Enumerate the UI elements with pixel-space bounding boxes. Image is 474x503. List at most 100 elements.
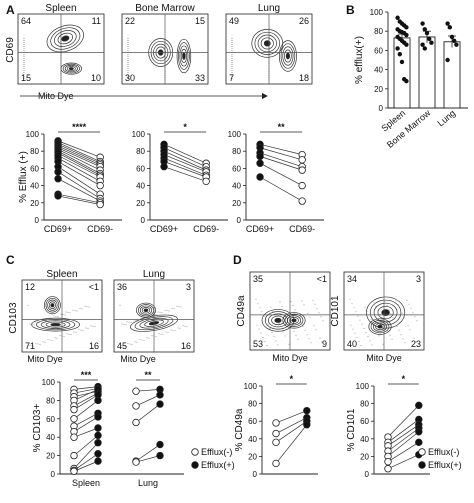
panel-d-0-pair-line xyxy=(275,410,307,424)
flow-a-spleen-event xyxy=(23,54,25,55)
flow-a-spleen-event xyxy=(23,74,25,75)
efflux-a-1-xlabel-b: CD69- xyxy=(193,224,219,234)
flow-d-cd101-event xyxy=(357,315,359,317)
flow-d-cd49a-event xyxy=(304,329,306,331)
flow-d-cd101-event xyxy=(365,332,367,333)
flow-a-bone-marrow-event xyxy=(127,48,129,49)
flow-d-cd101-event xyxy=(390,313,392,315)
efflux-a-0-point-b xyxy=(96,200,104,209)
flow-c-lung-event xyxy=(184,325,186,327)
flow-d-cd49a-event xyxy=(293,330,295,332)
flow-d-cd49a-event xyxy=(288,343,290,345)
flow-a-lung-contour xyxy=(280,43,296,69)
bar-b-point xyxy=(420,21,425,26)
flow-d-cd101-event xyxy=(408,303,410,305)
flow-c-spleen-event xyxy=(94,326,96,328)
flow-a-lung-quadrant-tl: 49 xyxy=(229,16,239,26)
efflux-a-1-point-a xyxy=(160,162,168,171)
cd103-sig: *** xyxy=(81,370,92,380)
cd103-pair-line xyxy=(73,427,99,438)
flow-d-cd101-quadrant-tl: 34 xyxy=(347,274,357,284)
efflux-a-0-pair-line xyxy=(57,145,101,166)
flow-d-cd101-event xyxy=(373,301,375,303)
efflux-a-0-pair-line xyxy=(57,152,101,176)
efflux-a-ylabel: % Efflux (+) xyxy=(18,151,29,203)
flow-d-cd49a-event xyxy=(279,301,281,303)
flow-c-lung-event xyxy=(162,334,164,336)
flow-d-cd101-event xyxy=(369,340,371,342)
panel-d-1-point-b xyxy=(415,428,423,436)
flow-d-cd101-event xyxy=(409,329,411,331)
cd103-ylabel: % CD103+ xyxy=(32,404,43,453)
flow-d-cd49a-event xyxy=(266,345,268,346)
cd103-point-pos xyxy=(94,450,102,458)
efflux-a-0-point-a xyxy=(54,192,62,200)
bar-b-point xyxy=(399,59,405,65)
flow-c-lung-event xyxy=(135,319,137,321)
flow-a-lung-event xyxy=(231,70,233,71)
flow-c-spleen-contour xyxy=(40,320,71,329)
flow-a-spleen-event xyxy=(23,56,25,57)
flow-c-lung-event xyxy=(123,323,125,325)
efflux-a-0-ytick-label: 20 xyxy=(30,199,39,208)
flow-d-cd49a-event xyxy=(275,340,277,342)
panel-d-1-pair-line xyxy=(387,405,420,438)
flow-d-cd49a-contour xyxy=(271,315,285,326)
flow-c-xlabel-left: Mito Dye xyxy=(27,354,63,364)
flow-a-lung-contour xyxy=(278,40,297,72)
flow-c-lung-contour xyxy=(144,319,164,327)
panel-d-legend-pos-marker xyxy=(418,461,426,469)
flow-a-spleen-event xyxy=(23,40,25,41)
panel-d-legend-pos: Efflux(+) xyxy=(428,460,462,470)
bar-b-bar xyxy=(418,36,436,109)
flow-c-spleen-event xyxy=(80,329,82,331)
flow-a-lung-contour xyxy=(263,40,271,47)
flow-d-cd101-event xyxy=(360,345,362,346)
flow-c-lung-event xyxy=(159,311,161,313)
flow-d-cd101-event xyxy=(401,312,403,314)
bar-b-point xyxy=(395,15,400,20)
flow-a-bone-marrow-event xyxy=(127,46,129,47)
flow-c-spleen-event xyxy=(68,333,70,335)
bar-b-point xyxy=(427,36,432,42)
cd103-pair-line xyxy=(73,416,99,432)
flow-a-bone-marrow-quadrant-br: 33 xyxy=(195,73,205,83)
flow-d-cd101-event xyxy=(382,343,384,345)
efflux-a-1-pair-line xyxy=(163,147,207,167)
flow-a-spleen-quadrant-br: 10 xyxy=(91,73,101,83)
cd103-pair-line xyxy=(135,444,161,462)
flow-c-spleen-quadrant-tl: 12 xyxy=(25,282,35,292)
flow-c-lung-event xyxy=(166,310,168,312)
flow-d-cd49a-event xyxy=(310,342,312,344)
flow-a-lung-event xyxy=(231,60,233,61)
flow-d-cd49a-ylabel: CD49a xyxy=(236,295,247,327)
flow-a-lung-event xyxy=(231,56,233,57)
flow-c-spleen-event xyxy=(82,330,84,332)
flow-d-cd101-event xyxy=(364,306,366,308)
flow-a-spleen-event xyxy=(23,68,25,69)
cd103-pair-line xyxy=(73,412,99,427)
flow-c-spleen-event xyxy=(92,325,94,327)
flow-a-spleen-event xyxy=(23,72,25,73)
flow-a-spleen-event xyxy=(23,62,25,63)
flow-d-cd49a-event xyxy=(260,332,262,334)
cd103-point-neg xyxy=(132,458,140,466)
panel-d-1-point-a xyxy=(384,457,392,466)
efflux-a-2-ytick-label: 20 xyxy=(232,199,241,208)
bar-b-category: Bone Marrow xyxy=(385,108,433,150)
cd103-legend-pos-marker xyxy=(191,461,199,469)
flow-c-spleen-contour xyxy=(50,322,61,327)
cd103-pair-line xyxy=(135,389,161,392)
flow-c-spleen-event xyxy=(87,327,89,329)
cd103-pair-line xyxy=(73,435,99,456)
flow-d-cd49a-event xyxy=(319,337,321,339)
flow-d-cd49a-contour xyxy=(284,313,304,327)
flow-d-cd49a-quadrant-bl: 53 xyxy=(253,339,263,349)
panel-d-0-ytick-label: 0 xyxy=(253,470,258,479)
bar-b-point xyxy=(422,46,427,51)
flow-a-lung-contour xyxy=(285,52,290,60)
flow-a-bone-marrow-event xyxy=(127,60,129,61)
cd103-point-pos xyxy=(94,396,102,405)
cd103-point-neg xyxy=(132,402,140,410)
